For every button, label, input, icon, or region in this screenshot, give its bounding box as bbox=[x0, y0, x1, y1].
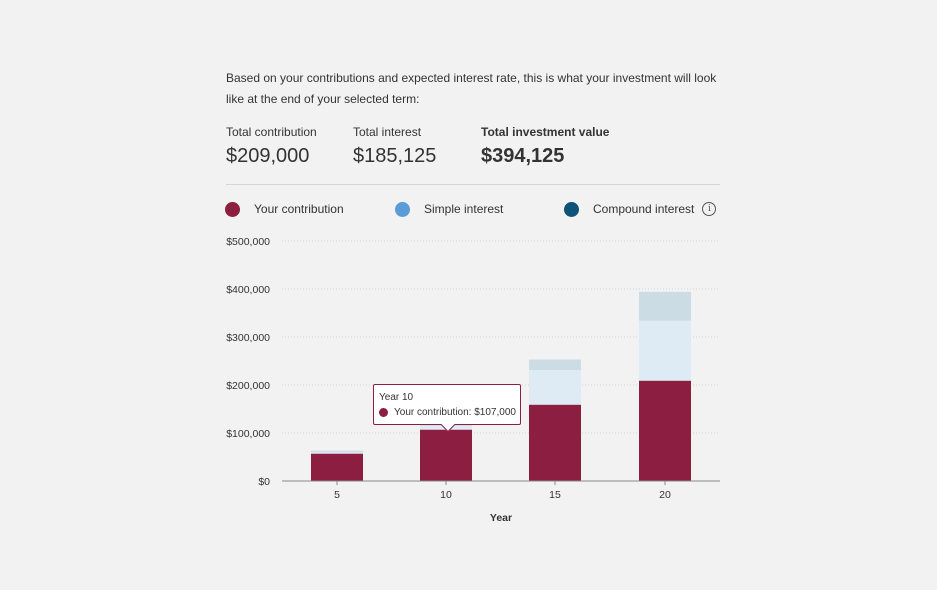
legend-simple-interest-swatch bbox=[395, 201, 410, 217]
y-tick-label: $0 bbox=[258, 476, 270, 488]
y-tick-label: $400,000 bbox=[226, 284, 270, 296]
tooltip-contribution-swatch bbox=[379, 408, 388, 417]
x-tick-label: 5 bbox=[334, 489, 340, 501]
intro-text: Based on your contributions and expected… bbox=[226, 71, 717, 106]
bar-segment[interactable] bbox=[529, 404, 581, 481]
legend-contribution-label: Your contribution bbox=[254, 202, 344, 216]
tooltip-text: Your contribution: $107,000 bbox=[394, 407, 516, 418]
legend-simple-interest: Simple interest bbox=[395, 200, 503, 218]
bar-segment[interactable] bbox=[529, 359, 581, 371]
total-investment-label: Total investment value bbox=[481, 125, 610, 139]
bar-segment[interactable] bbox=[311, 450, 363, 453]
chart-tooltip: Year 10 Your contribution: $107,000 bbox=[373, 384, 521, 433]
bar-segment[interactable] bbox=[311, 452, 363, 454]
divider bbox=[226, 184, 720, 185]
x-tick-label: 10 bbox=[440, 489, 452, 501]
legend-contribution-swatch bbox=[225, 201, 240, 217]
bar-segment[interactable] bbox=[420, 429, 472, 481]
bar-segment[interactable] bbox=[529, 370, 581, 405]
y-tick-label: $100,000 bbox=[226, 428, 270, 440]
x-tick-label: 20 bbox=[659, 489, 671, 501]
legend-contribution: Your contribution bbox=[225, 200, 344, 218]
tooltip-title: Year 10 bbox=[379, 392, 414, 403]
x-tick-label: 15 bbox=[549, 489, 561, 501]
tooltip-row: Your contribution: $107,000 bbox=[379, 406, 520, 419]
total-contribution-value: $209,000 bbox=[226, 145, 310, 167]
legend-compound-interest-swatch bbox=[564, 201, 579, 217]
info-icon[interactable]: i bbox=[702, 202, 717, 216]
bar-segment[interactable] bbox=[639, 380, 691, 481]
bar-segment[interactable] bbox=[639, 320, 691, 381]
total-investment-value: $394,125 bbox=[481, 145, 565, 167]
legend-compound-interest: Compound interest i bbox=[564, 200, 717, 218]
y-tick-label: $500,000 bbox=[226, 236, 270, 248]
total-interest-label: Total interest bbox=[353, 125, 422, 139]
x-axis-title: Year bbox=[490, 512, 512, 524]
y-tick-label: $200,000 bbox=[226, 380, 270, 392]
bar-segment[interactable] bbox=[639, 291, 691, 321]
total-interest-stat: Total interest $185,125 bbox=[353, 125, 436, 168]
legend-simple-interest-label: Simple interest bbox=[424, 202, 504, 216]
total-contribution-stat: Total contribution $209,000 bbox=[226, 125, 317, 168]
bar-segment[interactable] bbox=[311, 453, 363, 481]
legend-compound-interest-label: Compound interest bbox=[593, 202, 695, 216]
y-tick-label: $300,000 bbox=[226, 332, 270, 344]
total-contribution-label: Total contribution bbox=[226, 125, 317, 139]
total-investment-stat: Total investment value $394,125 bbox=[481, 125, 609, 168]
total-interest-value: $185,125 bbox=[353, 145, 437, 167]
